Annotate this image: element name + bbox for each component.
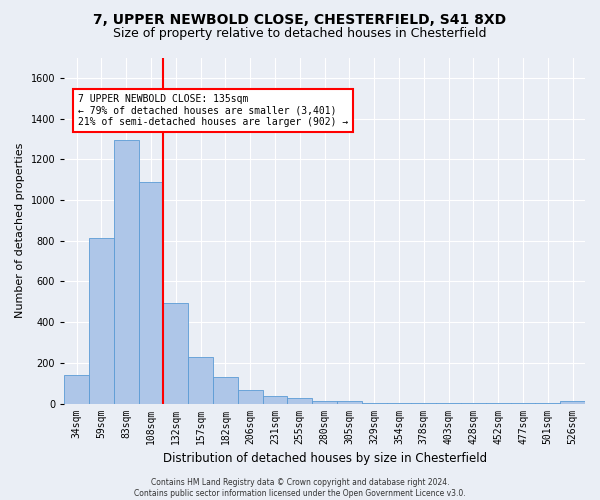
Text: 7 UPPER NEWBOLD CLOSE: 135sqm
← 79% of detached houses are smaller (3,401)
21% o: 7 UPPER NEWBOLD CLOSE: 135sqm ← 79% of d… xyxy=(78,94,348,128)
Bar xyxy=(386,402,412,404)
X-axis label: Distribution of detached houses by size in Chesterfield: Distribution of detached houses by size … xyxy=(163,452,487,465)
Text: Contains HM Land Registry data © Crown copyright and database right 2024.
Contai: Contains HM Land Registry data © Crown c… xyxy=(134,478,466,498)
Bar xyxy=(560,401,585,404)
Bar xyxy=(362,402,386,404)
Bar xyxy=(188,356,213,404)
Bar xyxy=(238,390,263,404)
Bar xyxy=(114,140,139,404)
Bar xyxy=(287,398,312,404)
Bar xyxy=(139,182,163,404)
Bar xyxy=(89,238,114,404)
Bar xyxy=(64,375,89,404)
Bar xyxy=(312,401,337,404)
Y-axis label: Number of detached properties: Number of detached properties xyxy=(15,143,25,318)
Text: Size of property relative to detached houses in Chesterfield: Size of property relative to detached ho… xyxy=(113,28,487,40)
Bar xyxy=(337,401,362,404)
Bar xyxy=(263,396,287,404)
Text: 7, UPPER NEWBOLD CLOSE, CHESTERFIELD, S41 8XD: 7, UPPER NEWBOLD CLOSE, CHESTERFIELD, S4… xyxy=(94,12,506,26)
Bar xyxy=(213,377,238,404)
Bar xyxy=(163,303,188,404)
